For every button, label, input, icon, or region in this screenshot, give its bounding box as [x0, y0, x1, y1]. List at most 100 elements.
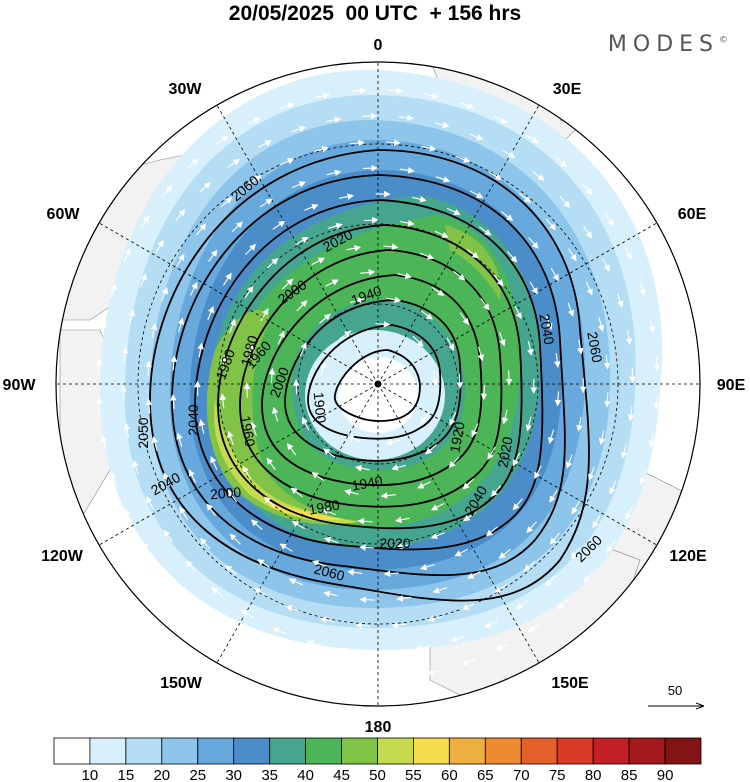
wind-vector	[359, 544, 375, 551]
colorbar-swatch	[520, 737, 558, 765]
wind-vector	[583, 225, 593, 239]
wind-vector	[215, 135, 229, 145]
wind-vector	[421, 144, 437, 152]
wind-vector	[353, 674, 369, 681]
wind-vector	[121, 346, 129, 362]
wind-vector	[246, 117, 261, 125]
colorbar-label: 60	[441, 767, 458, 782]
wind-vector	[527, 623, 541, 633]
wind-vector	[604, 392, 611, 408]
wind-vector	[176, 432, 183, 448]
wind-vector	[210, 455, 218, 470]
wind-vector	[446, 207, 461, 215]
contour-label-text: 2020	[494, 435, 515, 469]
contour-line	[149, 149, 590, 602]
wind-vector	[453, 270, 466, 281]
wind-vector	[250, 519, 263, 531]
wind-vector	[419, 252, 435, 260]
wind-vector	[100, 320, 108, 336]
wind-vector	[323, 590, 339, 598]
wind-vector	[480, 385, 488, 401]
colorbar-swatch	[233, 737, 270, 765]
colorbar-label: 15	[118, 767, 135, 782]
wind-vector	[512, 452, 521, 467]
wind-vector	[176, 253, 185, 267]
wind-vector	[338, 330, 352, 340]
wind-vector	[624, 246, 632, 260]
brand-logo: MODES©	[608, 32, 728, 57]
wind-vector	[532, 170, 545, 181]
wind-vector	[399, 167, 415, 174]
wind-vector	[385, 439, 401, 446]
contour-label: 1940	[350, 472, 384, 493]
wind-vector	[417, 481, 431, 489]
wind-vector	[250, 421, 257, 436]
wind-vector	[123, 422, 131, 438]
wind-vector	[259, 198, 273, 208]
wind-vector	[354, 464, 370, 472]
wind-vector	[349, 297, 365, 304]
wind-reference-label: 50	[668, 683, 682, 698]
contour-label: 2050	[135, 417, 151, 448]
contour-label: 2020	[379, 535, 410, 551]
wind-vector	[414, 644, 430, 652]
contour-line	[333, 349, 421, 422]
contour-line	[171, 174, 566, 577]
wind-vector	[434, 230, 449, 238]
colorbar-label: 90	[657, 767, 674, 782]
wind-vector	[515, 600, 529, 610]
wind-vector	[471, 423, 479, 438]
wind-vector	[627, 406, 635, 422]
wind-vectors	[95, 87, 661, 681]
contour-label-text: 1980	[237, 333, 261, 367]
contour-label: 2000	[209, 484, 242, 503]
wind-vector	[469, 190, 484, 199]
wind-vector	[501, 211, 514, 221]
wind-vector	[175, 209, 186, 222]
contour-label: 1980	[237, 333, 261, 367]
longitude-label: 0	[374, 37, 383, 54]
wind-vector	[480, 297, 490, 311]
wind-vector	[566, 454, 573, 469]
contour-label-text: 2060	[584, 330, 605, 364]
wind-vector	[120, 384, 127, 400]
contour-label: 2060	[312, 560, 346, 584]
wind-vector	[247, 343, 255, 359]
wind-vector	[362, 112, 378, 120]
wind-vector	[459, 102, 475, 109]
wind-vector	[514, 305, 522, 320]
wind-vector	[598, 430, 606, 445]
wind-vector	[207, 305, 215, 321]
wind-vector	[281, 659, 297, 666]
wind-vector	[96, 396, 103, 412]
wind-vector	[555, 156, 568, 168]
wind-vector	[288, 578, 303, 586]
wind-vector	[397, 272, 412, 279]
wind-vector	[498, 548, 511, 559]
wind-vector	[431, 371, 439, 387]
wind-vector	[549, 489, 558, 503]
wind-vector	[140, 215, 150, 229]
wind-vector	[161, 287, 168, 302]
wind-vector	[285, 605, 300, 613]
longitude-label: 90E	[717, 377, 746, 394]
wind-vector	[506, 251, 518, 263]
brand-name: MODES	[607, 32, 719, 57]
colorbar-label: 65	[477, 767, 494, 782]
wind-vector	[146, 496, 154, 510]
wind-vector	[311, 257, 326, 266]
wind-vector	[375, 320, 391, 328]
colorbar: 10 15 20 25 30 35 40 45 50 55 60 65 70 75 80 85 90	[53, 737, 702, 782]
wind-vector	[155, 239, 164, 253]
wind-vector	[420, 411, 430, 425]
wind-vector	[487, 446, 496, 460]
contour-label-text: 1900	[311, 391, 330, 424]
shading-band	[265, 498, 345, 520]
wind-vector	[547, 429, 555, 445]
colorbar-swatch	[448, 737, 486, 765]
wind-vector	[110, 283, 117, 298]
wind-vector	[605, 213, 614, 227]
wind-vector	[383, 570, 399, 577]
wind-vector	[339, 193, 355, 200]
